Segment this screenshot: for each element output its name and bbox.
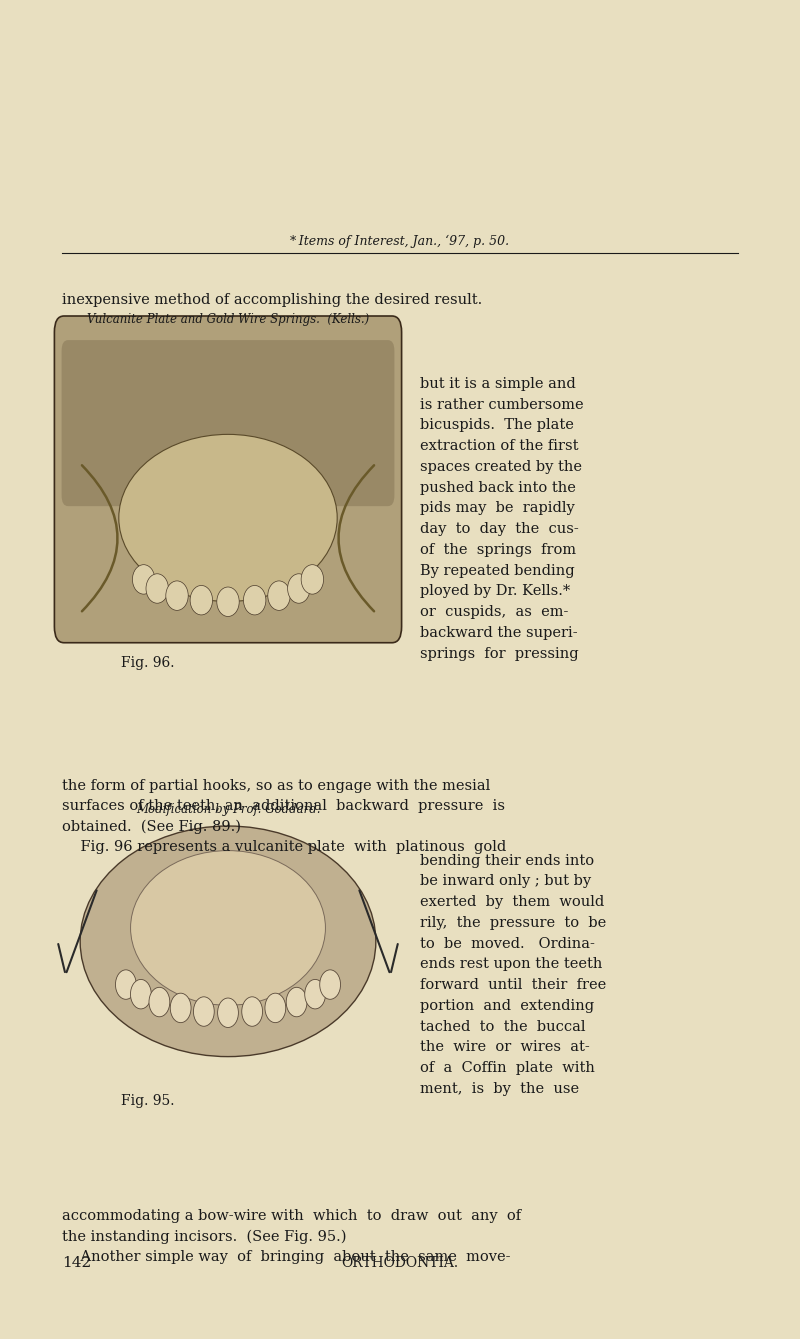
Text: inexpensive method of accomplishing the desired result.: inexpensive method of accomplishing the … <box>62 293 482 307</box>
Text: bicuspids.  The plate: bicuspids. The plate <box>420 418 574 432</box>
Text: ment,  is  by  the  use: ment, is by the use <box>420 1082 579 1095</box>
Text: day  to  day  the  cus-: day to day the cus- <box>420 522 578 536</box>
Ellipse shape <box>320 969 341 999</box>
Text: By repeated bending: By repeated bending <box>420 564 574 577</box>
Text: exerted  by  them  would: exerted by them would <box>420 894 604 909</box>
Ellipse shape <box>80 826 376 1056</box>
Text: bending their ends into: bending their ends into <box>420 854 594 868</box>
Text: the form of partial hooks, so as to engage with the mesial
surfaces of the teeth: the form of partial hooks, so as to enga… <box>62 779 506 854</box>
Text: Fig. 95.: Fig. 95. <box>122 1094 174 1107</box>
Ellipse shape <box>194 996 214 1026</box>
Ellipse shape <box>130 850 326 1006</box>
Text: the  wire  or  wires  at-: the wire or wires at- <box>420 1040 590 1054</box>
Text: extraction of the first: extraction of the first <box>420 439 578 453</box>
Text: tached  to  the  buccal: tached to the buccal <box>420 1020 586 1034</box>
Ellipse shape <box>301 565 323 595</box>
Text: Vulcanite Plate and Gold Wire Springs.  (Kells.): Vulcanite Plate and Gold Wire Springs. (… <box>87 313 369 327</box>
Ellipse shape <box>170 994 191 1023</box>
Ellipse shape <box>118 434 338 601</box>
Text: is rather cumbersome: is rather cumbersome <box>420 398 584 411</box>
Text: ORTHODONTIA.: ORTHODONTIA. <box>342 1256 458 1269</box>
FancyBboxPatch shape <box>54 316 402 643</box>
Text: portion  and  extending: portion and extending <box>420 999 594 1012</box>
Text: springs  for  pressing: springs for pressing <box>420 647 578 660</box>
Ellipse shape <box>149 987 170 1016</box>
Ellipse shape <box>243 585 266 615</box>
Ellipse shape <box>133 565 155 595</box>
Text: Modification by Prof. Goddard.: Modification by Prof. Goddard. <box>136 803 320 817</box>
Text: of  the  springs  from: of the springs from <box>420 542 576 557</box>
Ellipse shape <box>265 994 286 1023</box>
Ellipse shape <box>286 987 307 1016</box>
Text: forward  until  their  free: forward until their free <box>420 977 606 992</box>
Text: * Items of Interest, Jan., ‘97, p. 50.: * Items of Interest, Jan., ‘97, p. 50. <box>290 234 510 248</box>
Ellipse shape <box>288 574 310 604</box>
Text: rily,  the  pressure  to  be: rily, the pressure to be <box>420 916 606 929</box>
Text: spaces created by the: spaces created by the <box>420 459 582 474</box>
Text: 142: 142 <box>62 1256 91 1269</box>
FancyBboxPatch shape <box>62 340 394 506</box>
Text: ployed by Dr. Kells.*: ployed by Dr. Kells.* <box>420 584 570 599</box>
Text: pids may  be  rapidly: pids may be rapidly <box>420 501 574 516</box>
Ellipse shape <box>130 979 151 1008</box>
Text: Fig. 96.: Fig. 96. <box>122 656 174 670</box>
Text: be inward only ; but by: be inward only ; but by <box>420 874 591 888</box>
Text: or  cuspids,  as  em-: or cuspids, as em- <box>420 605 568 619</box>
Text: ends rest upon the teeth: ends rest upon the teeth <box>420 957 602 971</box>
Ellipse shape <box>218 998 238 1027</box>
Ellipse shape <box>166 581 188 611</box>
Ellipse shape <box>146 574 168 604</box>
Ellipse shape <box>242 996 262 1026</box>
Ellipse shape <box>217 586 239 616</box>
Text: accommodating a bow-wire with  which  to  draw  out  any  of
the instanding inci: accommodating a bow-wire with which to d… <box>62 1209 521 1264</box>
Text: to  be  moved.   Ordina-: to be moved. Ordina- <box>420 937 595 951</box>
Text: pushed back into the: pushed back into the <box>420 481 576 494</box>
Text: of  a  Coffin  plate  with: of a Coffin plate with <box>420 1060 595 1075</box>
Ellipse shape <box>305 979 326 1008</box>
Text: backward the superi-: backward the superi- <box>420 627 578 640</box>
Ellipse shape <box>268 581 290 611</box>
Ellipse shape <box>115 969 136 999</box>
Text: but it is a simple and: but it is a simple and <box>420 378 576 391</box>
Ellipse shape <box>190 585 213 615</box>
